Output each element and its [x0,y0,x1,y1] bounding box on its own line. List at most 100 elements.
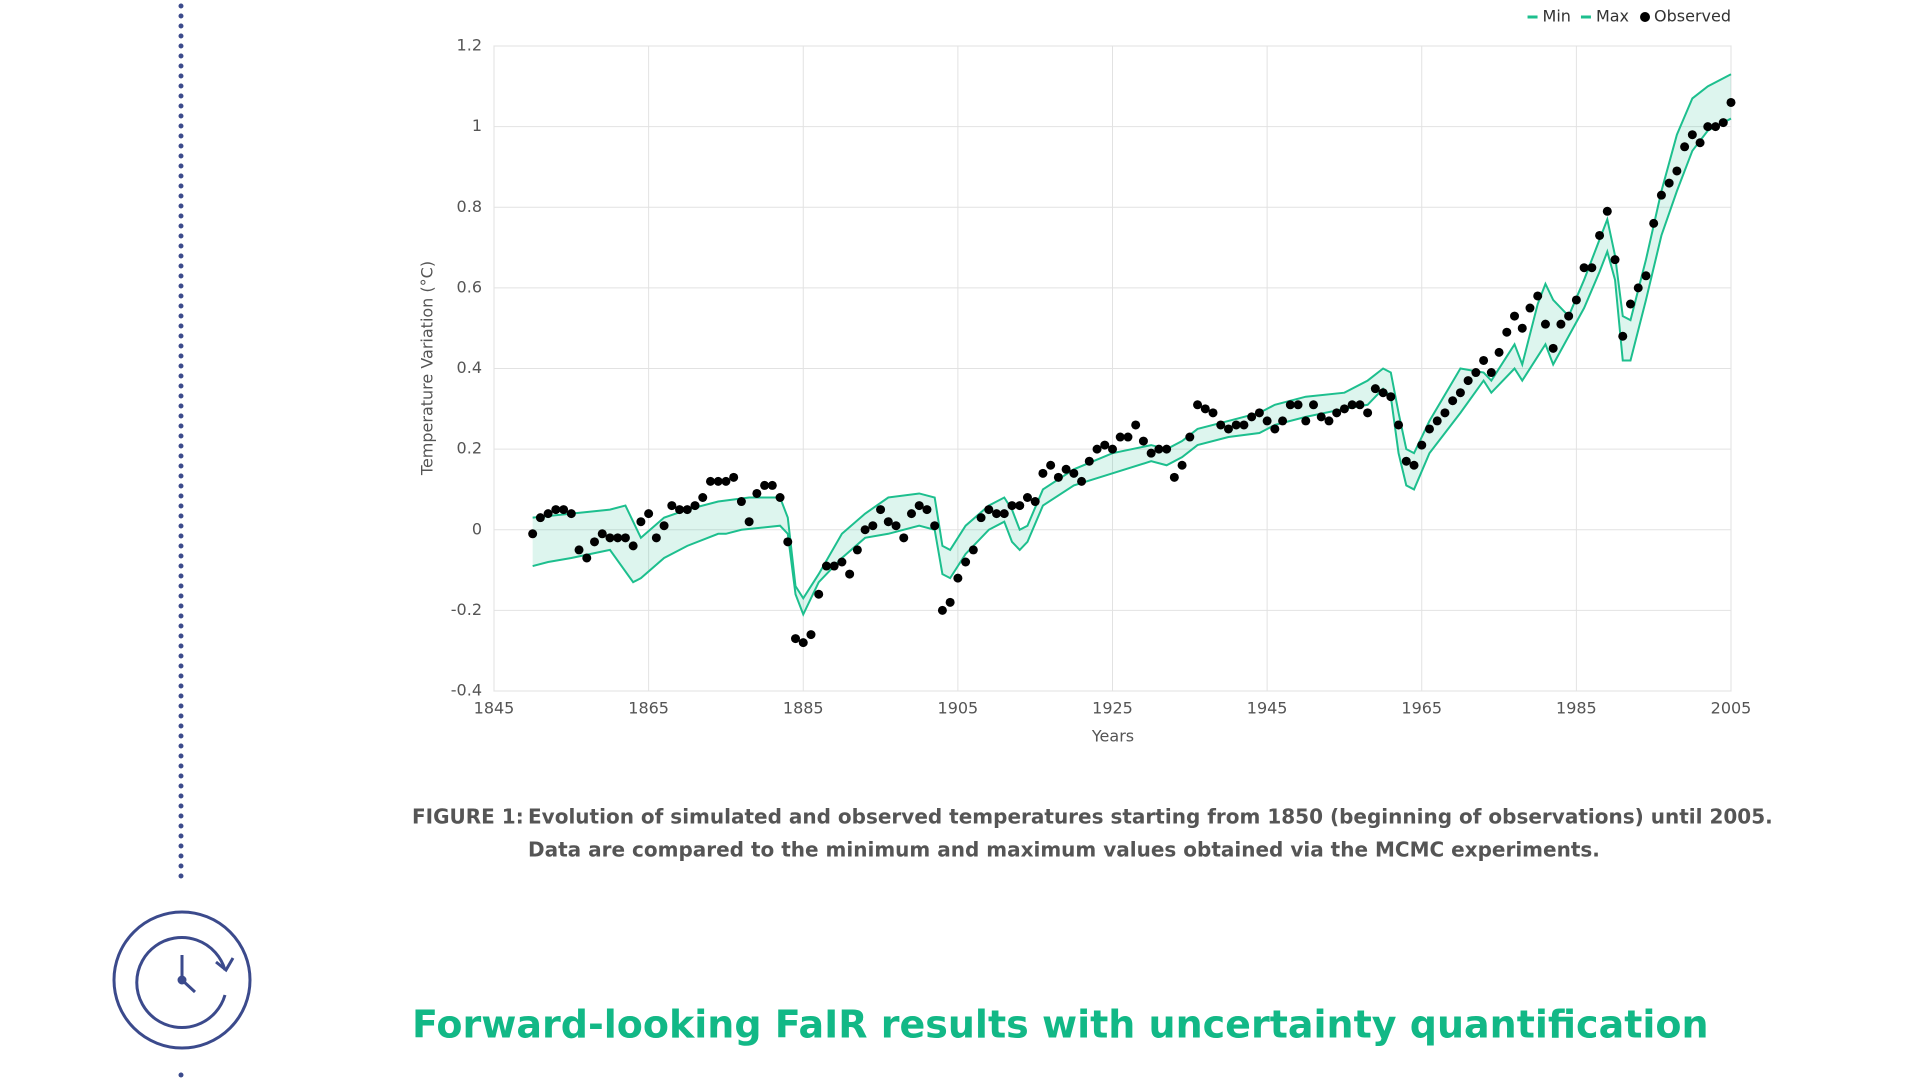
clock-icon [112,910,252,1050]
observed-dot [1108,444,1117,454]
observed-dot [1409,460,1419,470]
observed-dot [628,541,638,551]
observed-dot [1123,432,1133,442]
observed-dot [1494,347,1504,357]
observed-dot [1162,444,1172,454]
observed-dot [837,557,847,567]
observed-dot [937,605,947,615]
observed-dot [860,525,870,535]
observed-dot [1084,456,1094,466]
observed-dot [690,501,700,511]
observed-dot [744,517,754,527]
observed-dot [1432,416,1442,426]
band-fill [532,74,1731,615]
observed-dot [605,533,615,543]
observed-dot [1471,368,1481,378]
observed-dot [705,476,715,486]
observed-dot [1695,138,1705,148]
observed-dot [961,557,971,567]
observed-dot [1363,408,1373,418]
observed-dot [1015,501,1025,511]
observed-dot [1301,416,1311,426]
caption-line: Data are compared to the minimum and max… [528,838,1600,862]
observed-dot [1394,420,1404,430]
observed-dot [1200,404,1210,414]
observed-dot [1479,355,1489,365]
legend-label: Observed [1654,7,1731,26]
observed-dot [721,476,731,486]
observed-dot [984,505,994,515]
x-tick-label: 1945 [1247,699,1288,718]
y-tick-label: 0.8 [457,197,482,216]
observed-dot [1579,263,1589,273]
observed-dot [806,630,816,640]
x-tick-label: 1845 [474,699,515,718]
observed-dot [999,509,1009,519]
observed-dot [636,517,646,527]
caption-line: Evolution of simulated and observed temp… [528,805,1773,829]
observed-dot [930,521,940,531]
observed-dot [1556,319,1566,329]
y-axis-title: Temperature Variation (°C) [418,261,437,476]
observed-dot [1146,448,1156,458]
observed-dot [1440,408,1450,418]
observed-dot [1007,501,1017,511]
observed-dot [1347,400,1357,410]
observed-dot [922,505,932,515]
observed-dot [852,545,862,555]
observed-dot [566,509,576,519]
observed-dot [1223,424,1233,434]
observed-dot [876,505,886,515]
observed-dot [1053,472,1063,482]
observed-dot [736,497,746,507]
observed-dot [1633,283,1643,293]
y-tick-label: 0.2 [457,439,482,458]
observed-dot [1131,420,1141,430]
observed-dot [791,634,801,644]
observed-dot [1285,400,1295,410]
observed-dot [1517,323,1527,333]
y-tick-label: -0.4 [451,681,482,700]
observed-dot [845,569,855,579]
observed-dot [783,537,793,547]
observed-dot [528,529,538,539]
observed-dot [1092,444,1102,454]
observed-dot [1703,122,1713,132]
legend-label: Max [1596,7,1629,26]
observed-dot [1401,456,1411,466]
observed-dot [752,488,762,498]
observed-dot [535,513,545,523]
observed-dot [760,480,770,490]
observed-dot [1332,408,1342,418]
observed-dot [891,521,901,531]
observed-dot [1463,376,1473,386]
observed-dot [1510,311,1520,321]
observed-dot [1370,384,1380,394]
observed-dot [659,521,669,531]
observed-dot [814,589,824,599]
observed-dot [1424,424,1434,434]
x-axis-title: Years [1091,727,1134,746]
observed-dot [574,545,584,555]
observed-dot [1138,436,1148,446]
observed-dot [1262,416,1272,426]
observed-dot [1278,416,1288,426]
observed-dot [682,505,692,515]
observed-dot [1177,460,1187,470]
observed-dot [1038,468,1048,478]
observed-dot [775,493,785,502]
observed-dot [767,480,777,490]
observed-dot [1185,432,1195,442]
observed-dot [906,509,916,519]
observed-dot [868,521,878,531]
observed-dot [1525,303,1535,313]
observed-dot [1339,404,1349,414]
observed-dot [713,476,723,486]
observed-dot [1231,420,1241,430]
observed-dot [829,561,839,571]
observed-dot [1115,432,1125,442]
observed-dot [1293,400,1303,410]
observed-dot [613,533,623,543]
observed-dot [651,533,661,543]
